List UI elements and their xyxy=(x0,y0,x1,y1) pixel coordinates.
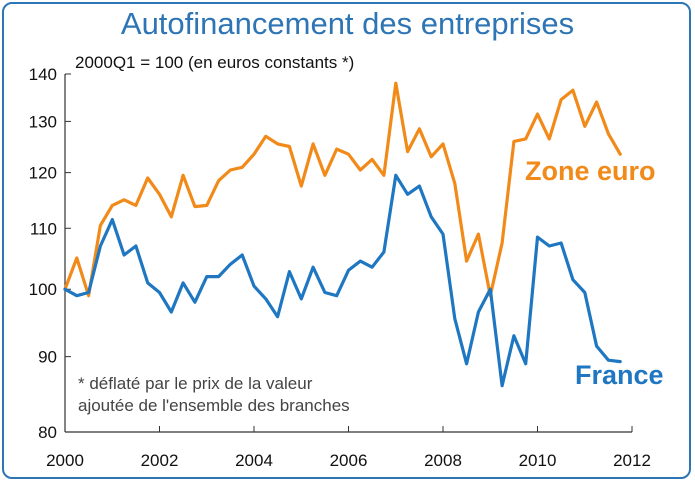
x-tick-label: 2010 xyxy=(519,451,557,470)
series-lines xyxy=(63,81,622,388)
y-tick-label: 130 xyxy=(29,112,57,131)
axes xyxy=(64,73,633,433)
y-tick-label: 80 xyxy=(38,423,57,442)
footnote-line-2: ajoutée de l'ensemble des branches xyxy=(78,396,350,415)
x-tick-label: 2002 xyxy=(141,451,179,470)
x-tick-label: 2006 xyxy=(330,451,368,470)
y-tick-label: 100 xyxy=(29,280,57,299)
y-tick-label: 110 xyxy=(30,219,57,238)
chart-frame xyxy=(2,2,691,479)
chart-subtitle: 2000Q1 = 100 (en euros constants *) xyxy=(75,53,355,72)
y-tick-label: 140 xyxy=(29,65,57,84)
x-tick-label: 2004 xyxy=(235,451,273,470)
chart-title: Autofinancement des entreprises xyxy=(120,6,575,41)
footnote-line-1: * déflaté par le prix de la valeur xyxy=(78,374,313,393)
series-line-zone-euro xyxy=(63,81,622,298)
y-tick-label: 120 xyxy=(29,164,57,183)
tick-labels: 80 90 100 110 120 130 140 2000 2002 2004 2006 2008 2… xyxy=(29,65,651,470)
series-label-zone-euro: Zone euro xyxy=(525,156,656,186)
x-tick-label: 2012 xyxy=(613,451,651,470)
series-line-france xyxy=(63,173,622,388)
x-tick-label: 2000 xyxy=(46,451,84,470)
y-tick-label: 90 xyxy=(38,348,57,367)
x-tick-label: 2008 xyxy=(424,451,462,470)
series-label-france: France xyxy=(575,360,664,390)
